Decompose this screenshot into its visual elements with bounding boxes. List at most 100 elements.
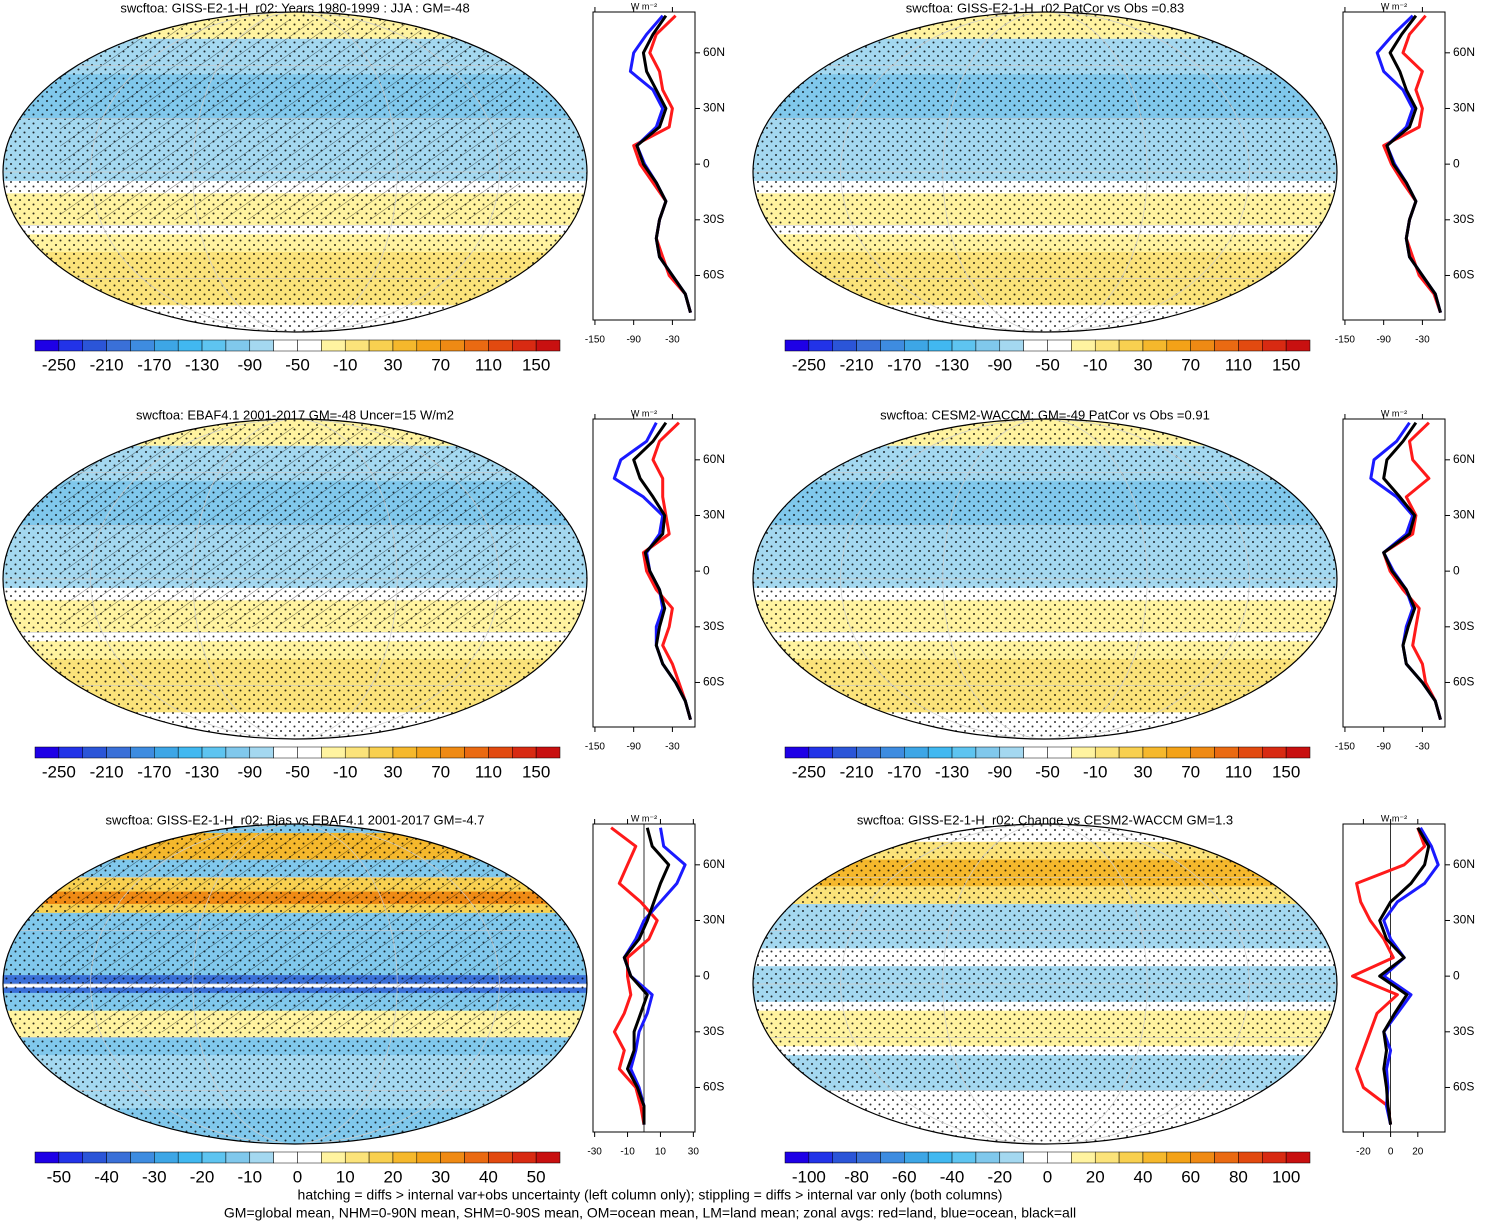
colorbar-label: -30 bbox=[142, 1167, 167, 1186]
colorbar-box bbox=[1166, 746, 1191, 759]
map bbox=[753, 12, 1337, 332]
y-tick-label: 60N bbox=[703, 857, 725, 871]
colorbar-label: -100 bbox=[792, 1167, 826, 1186]
colorbar-box bbox=[416, 339, 441, 352]
map bbox=[753, 824, 1337, 1144]
units-label: W m⁻² bbox=[631, 408, 657, 418]
map bbox=[3, 12, 587, 332]
colorbar-label: -90 bbox=[987, 762, 1012, 781]
map-outline bbox=[2, 418, 588, 740]
colorbar-label: 70 bbox=[1181, 762, 1200, 781]
colorbar-box bbox=[58, 1151, 83, 1164]
colorbar-box bbox=[856, 1151, 881, 1164]
colorbar-label: -210 bbox=[840, 762, 874, 781]
y-tick-label: 30N bbox=[1453, 101, 1475, 115]
y-tick-label: 30S bbox=[1453, 1024, 1474, 1038]
colorbar-box bbox=[808, 746, 833, 759]
colorbar-label: -170 bbox=[887, 762, 921, 781]
colorbar-label: -40 bbox=[94, 1167, 119, 1186]
colorbar-box bbox=[273, 746, 298, 759]
colorbar-label: -130 bbox=[935, 762, 969, 781]
colorbar-label: 150 bbox=[1272, 762, 1300, 781]
x-tick-label: -30 bbox=[1415, 742, 1430, 753]
map bbox=[3, 824, 587, 1144]
x-tick-label: -90 bbox=[1376, 742, 1391, 753]
colorbar-box bbox=[34, 339, 60, 352]
colorbar-box bbox=[1285, 339, 1311, 352]
y-tick-label: 30S bbox=[703, 1024, 724, 1038]
colorbar-box bbox=[297, 746, 322, 759]
colorbar-box bbox=[34, 746, 60, 759]
colorbar-label: -210 bbox=[90, 762, 124, 781]
x-tick-label: -30 bbox=[665, 742, 680, 753]
colorbar-label: -170 bbox=[887, 355, 921, 374]
colorbar-label: -250 bbox=[42, 355, 76, 374]
colorbar-box bbox=[82, 746, 107, 759]
colorbar-box bbox=[273, 339, 298, 352]
x-tick-label: -30 bbox=[587, 1147, 602, 1158]
colorbar-label: 110 bbox=[1225, 762, 1252, 781]
graticule bbox=[192, 824, 398, 1144]
colorbar-box bbox=[392, 746, 418, 759]
colorbar-label: -250 bbox=[42, 762, 76, 781]
x-tick-label: -30 bbox=[1415, 335, 1430, 346]
colorbar-box bbox=[1118, 746, 1144, 759]
colorbar-label: 10 bbox=[336, 1167, 355, 1186]
colorbar-box bbox=[368, 339, 394, 352]
colorbar-box bbox=[927, 746, 953, 759]
colorbar-box bbox=[512, 746, 537, 759]
y-tick-label: 0 bbox=[1453, 156, 1460, 170]
colorbar-box bbox=[440, 746, 465, 759]
colorbar-box bbox=[1262, 1151, 1287, 1164]
colorbar-box bbox=[1094, 339, 1120, 352]
colorbar-box bbox=[273, 1151, 298, 1164]
x-tick-label: 20 bbox=[1412, 1147, 1424, 1158]
colorbar-label: 0 bbox=[293, 1167, 302, 1186]
colorbar-label: -90 bbox=[987, 355, 1012, 374]
zonal-line bbox=[1369, 421, 1442, 721]
colorbar-label: -20 bbox=[190, 1167, 215, 1186]
colorbar-label: -20 bbox=[987, 1167, 1012, 1186]
hatching bbox=[60, 427, 520, 627]
colorbar-box bbox=[488, 1151, 513, 1164]
colorbar-label: 100 bbox=[1272, 1167, 1300, 1186]
colorbar-box bbox=[1190, 339, 1215, 352]
units-label: W m⁻² bbox=[1381, 813, 1407, 823]
graticule bbox=[942, 419, 1148, 739]
graticule bbox=[840, 824, 1250, 1144]
colorbar-box bbox=[416, 746, 441, 759]
zonal-line bbox=[1351, 827, 1427, 1125]
colorbar-label: 30 bbox=[1133, 355, 1152, 374]
colorbar-box bbox=[975, 339, 1001, 352]
profile-frame bbox=[592, 418, 696, 728]
colorbar-label: -170 bbox=[137, 762, 171, 781]
colorbar-box bbox=[856, 339, 881, 352]
map-outline bbox=[752, 418, 1338, 740]
colorbar-box bbox=[832, 746, 857, 759]
colorbar-box bbox=[1238, 746, 1263, 759]
colorbar-box bbox=[1214, 746, 1239, 759]
colorbar-box bbox=[1238, 339, 1263, 352]
panel-title: swcftoa: GISS-E2-1-H_r02: Change vs CESM… bbox=[857, 812, 1233, 827]
x-tick-label: -90 bbox=[626, 335, 641, 346]
colorbar-box bbox=[440, 1151, 465, 1164]
y-tick-label: 30S bbox=[703, 619, 724, 633]
colorbar-box bbox=[464, 339, 489, 352]
colorbar-box bbox=[1190, 1151, 1215, 1164]
colorbar-box bbox=[904, 746, 929, 759]
colorbar-label: 70 bbox=[431, 355, 450, 374]
colorbar-label: -10 bbox=[333, 355, 358, 374]
y-tick-label: 60N bbox=[1453, 452, 1475, 466]
colorbar-box bbox=[1142, 339, 1168, 352]
colorbar-label: 30 bbox=[383, 355, 402, 374]
colorbar-label: 0 bbox=[1043, 1167, 1052, 1186]
colorbar-box bbox=[297, 1151, 322, 1164]
y-tick-label: 30N bbox=[1453, 508, 1475, 522]
colorbar-label: -90 bbox=[237, 355, 262, 374]
colorbar-box bbox=[927, 1151, 953, 1164]
y-tick-label: 60N bbox=[703, 45, 725, 59]
colorbar-box bbox=[1023, 746, 1048, 759]
zonal-line bbox=[622, 827, 671, 1125]
panel-title: swcftoa: EBAF4.1 2001-2017 GM=-48 Uncer=… bbox=[136, 407, 454, 422]
